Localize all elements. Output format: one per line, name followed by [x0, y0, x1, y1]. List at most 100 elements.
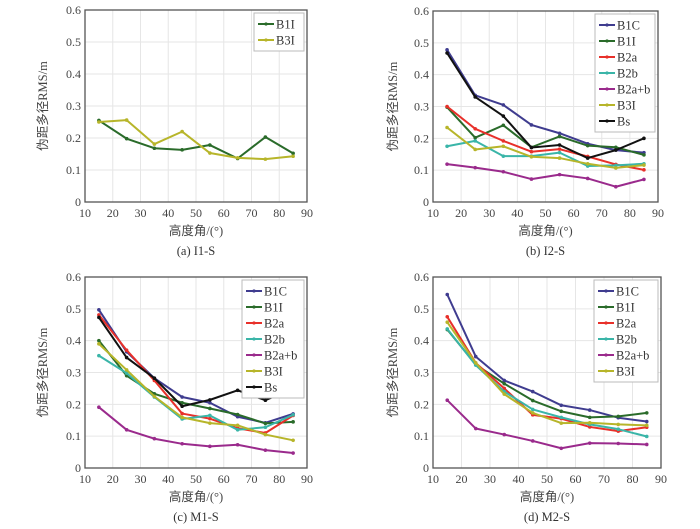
data-point: [124, 348, 129, 353]
chart-svg: 10 20 30 40 50 60 70 80 90 0 0.1 0.2 0.3 0.4 0.5 0.6 高度角…: [36, 3, 313, 258]
chart-svg: 10 20 30 40 50 60 70 80 90 0 0.1 0.2 0.3 0.4 0.5 0.6 高度角…: [386, 270, 667, 524]
data-point: [585, 156, 590, 160]
data-point: [208, 413, 212, 418]
chart-svg: 10 20 30 40 50 60 70 80 90 0 0.1 0.2 0.3 0.4 0.5 0.6 高度角…: [36, 270, 313, 524]
x-axis-label: 高度角/(°): [169, 489, 223, 504]
data-point: [557, 143, 562, 147]
data-point: [473, 135, 477, 140]
legend-marker: [604, 337, 608, 341]
data-point: [291, 451, 295, 455]
data-point: [208, 416, 212, 421]
series-line: [98, 406, 294, 455]
y-tick-label: 0.2: [414, 397, 429, 411]
legend-marker: [252, 305, 256, 309]
legend-marker: [605, 119, 609, 123]
x-tick-label: 50: [190, 472, 202, 486]
chart-svg: 10 20 30 40 50 60 70 80 90 0 0.1 0.2 0.3 0.4 0.5 0.6 高度角…: [386, 4, 664, 258]
data-point: [180, 411, 184, 416]
data-point: [180, 400, 184, 405]
data-point: [644, 419, 649, 424]
y-tick-label: 0.1: [66, 429, 81, 443]
data-point: [235, 388, 240, 393]
legend-marker: [604, 289, 608, 293]
data-point: [97, 120, 101, 124]
data-point: [180, 395, 184, 399]
data-point: [263, 448, 268, 452]
chart-caption: (c) M1-S: [173, 510, 219, 524]
data-point: [235, 156, 240, 160]
data-point: [502, 386, 507, 391]
data-point: [559, 409, 564, 414]
legend-marker: [604, 369, 608, 373]
y-axis-label: 伪距多径RMS/m: [386, 327, 400, 417]
legend-marker: [605, 23, 609, 27]
data-point: [473, 426, 478, 431]
y-tick-label: 0.2: [414, 131, 429, 145]
data-point: [97, 405, 101, 409]
x-tick-label: 90: [301, 472, 313, 486]
data-point: [642, 177, 646, 182]
x-tick-label: 50: [190, 206, 202, 220]
legend-item: B1I: [258, 18, 295, 32]
legend-label: B1I: [617, 35, 636, 49]
series-line: [98, 354, 294, 431]
series-bs: [445, 51, 646, 160]
legend-label: B1C: [264, 285, 287, 299]
x-tick-label: 20: [455, 206, 467, 220]
x-tick-label: 20: [456, 472, 468, 486]
legend-marker: [605, 103, 609, 107]
legend-label: Bs: [617, 115, 630, 129]
data-point: [208, 444, 212, 449]
data-point: [529, 149, 534, 154]
legend-item: B1I: [599, 35, 636, 49]
series-b3i: [445, 125, 646, 170]
data-point: [473, 165, 477, 170]
x-tick-label: 40: [511, 206, 523, 220]
data-point: [529, 154, 534, 159]
data-point: [501, 144, 506, 149]
data-point: [445, 320, 450, 325]
data-point: [235, 423, 240, 428]
series-line: [98, 119, 294, 160]
series-b3i: [445, 320, 649, 428]
legend-marker: [252, 321, 256, 325]
legend-marker: [604, 305, 608, 309]
data-point: [614, 145, 618, 150]
legend-marker: [605, 87, 609, 91]
legend-label: B1C: [616, 285, 639, 299]
series-b2a: [445, 104, 646, 172]
series-line: [446, 105, 645, 171]
legend: B1C B1I B2a B2b B2a+b B3I Bs: [594, 13, 656, 133]
x-tick-label: 10: [427, 206, 439, 220]
series-line: [98, 343, 294, 442]
data-point: [501, 154, 506, 158]
legend-item: B3I: [258, 34, 295, 48]
x-tick-label: 60: [218, 472, 230, 486]
data-point: [291, 438, 295, 443]
data-point: [585, 176, 590, 181]
data-point: [208, 406, 212, 411]
series-b2aplusb: [445, 162, 646, 189]
data-point: [614, 163, 618, 168]
x-tick-label: 70: [596, 206, 608, 220]
y-tick-label: 0.4: [66, 67, 81, 81]
data-point: [291, 151, 295, 156]
legend-item: B2a: [598, 317, 637, 331]
legend-marker: [264, 22, 268, 26]
data-point: [124, 355, 129, 360]
data-point: [445, 51, 449, 55]
data-point: [614, 166, 618, 170]
data-point: [502, 392, 507, 396]
data-point: [208, 400, 212, 405]
data-point: [529, 177, 534, 181]
x-tick-label: 80: [273, 472, 285, 486]
data-point: [152, 436, 157, 441]
data-point: [530, 398, 535, 403]
data-point: [616, 441, 621, 446]
data-point: [557, 150, 562, 155]
data-point: [152, 394, 157, 399]
series-b2aplusb: [445, 398, 649, 451]
legend: B1C B1I B2a B2b B2a+b B3I: [593, 279, 659, 383]
data-point: [529, 145, 534, 150]
x-tick-label: 10: [79, 472, 91, 486]
